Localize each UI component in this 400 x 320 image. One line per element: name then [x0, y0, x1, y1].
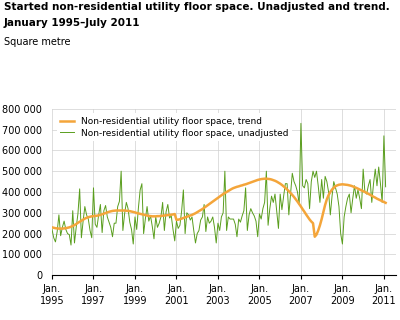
Non-residential utility floor space, unadjusted	[224, 228, 229, 232]
Non-residential utility floor space, unadjusted	[69, 243, 74, 247]
Non-residential utility floor space, trend	[50, 225, 54, 229]
Non-residential utility floor space, unadjusted	[209, 219, 214, 223]
Non-residential utility floor space, unadjusted	[383, 185, 388, 189]
Non-residential utility floor space, trend	[81, 218, 86, 221]
Text: January 1995–July 2011: January 1995–July 2011	[4, 18, 140, 28]
Non-residential utility floor space, unadjusted	[311, 169, 316, 173]
Non-residential utility floor space, trend	[119, 209, 124, 212]
Non-residential utility floor space, trend	[262, 177, 267, 180]
Non-residential utility floor space, trend	[222, 191, 227, 195]
Legend: Non-residential utility floor space, trend, Non-residential utility floor space,: Non-residential utility floor space, tre…	[56, 113, 292, 141]
Non-residential utility floor space, trend	[207, 202, 212, 206]
Non-residential utility floor space, trend	[312, 235, 317, 239]
Non-residential utility floor space, unadjusted	[321, 196, 326, 200]
Non-residential utility floor space, trend	[321, 210, 326, 214]
Non-residential utility floor space, trend	[383, 201, 388, 205]
Non-residential utility floor space, trend	[309, 220, 314, 223]
Line: Non-residential utility floor space, unadjusted: Non-residential utility floor space, una…	[52, 123, 386, 245]
Non-residential utility floor space, unadjusted	[298, 121, 303, 125]
Text: Square metre: Square metre	[4, 37, 70, 47]
Line: Non-residential utility floor space, trend: Non-residential utility floor space, tre…	[52, 179, 386, 237]
Text: Started non-residential utility floor space. Unadjusted and trend.: Started non-residential utility floor sp…	[4, 2, 390, 12]
Non-residential utility floor space, unadjusted	[50, 228, 54, 231]
Non-residential utility floor space, unadjusted	[120, 228, 125, 232]
Non-residential utility floor space, unadjusted	[82, 205, 87, 209]
